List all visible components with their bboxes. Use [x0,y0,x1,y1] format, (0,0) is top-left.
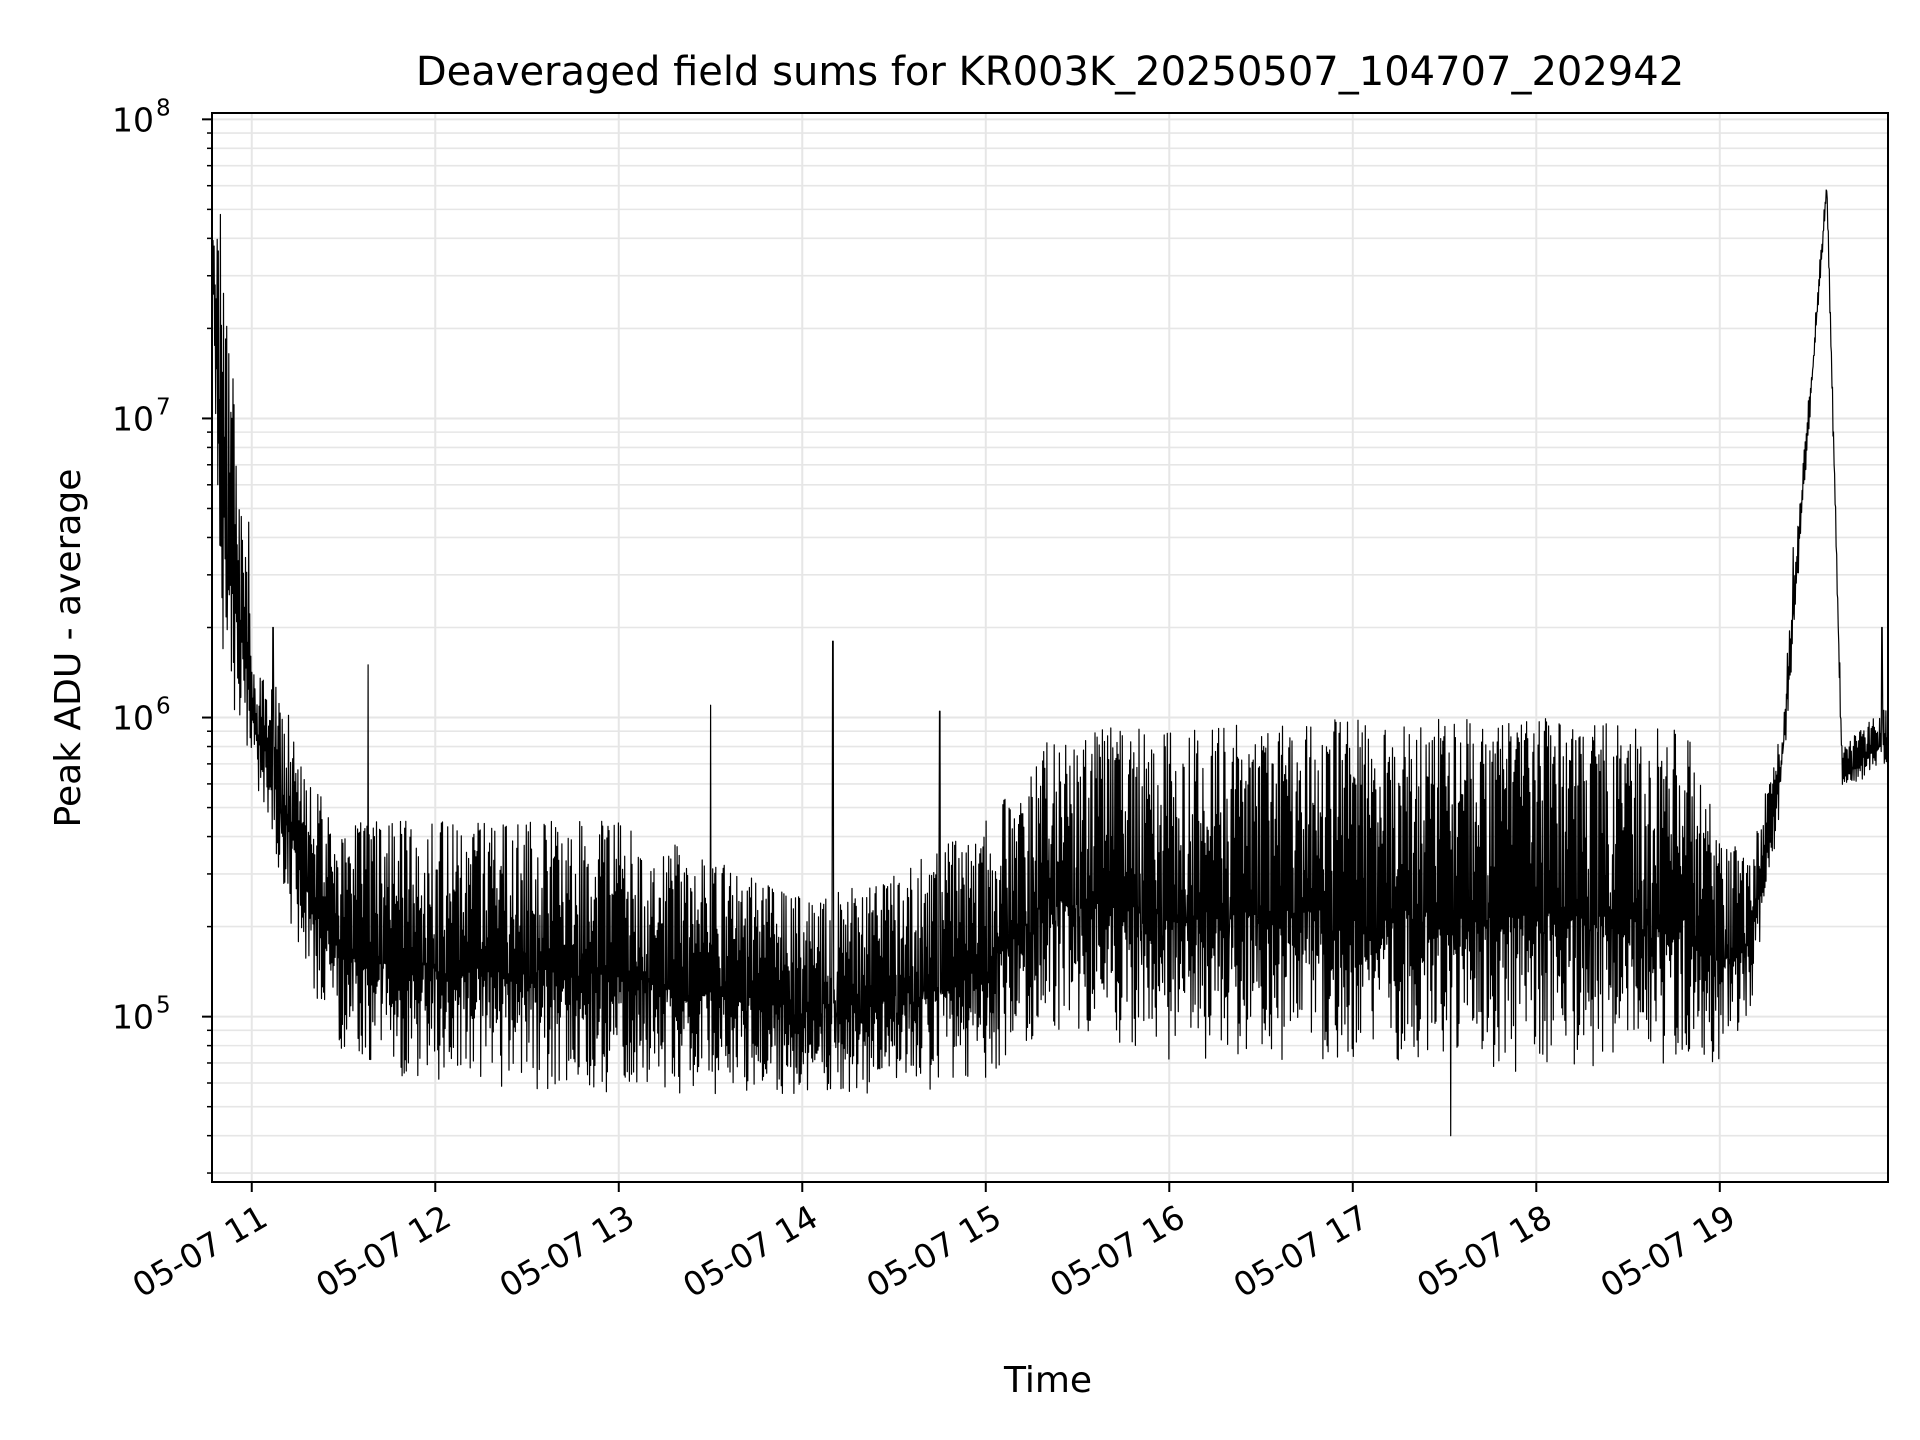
x-axis-label: Time [1003,1360,1092,1401]
y-tick-exponent: 7 [156,394,171,420]
y-axis-label: Peak ADU - average [48,469,89,828]
x-tick-label: 05-07 18 [1410,1197,1558,1305]
x-tick-label: 05-07 11 [126,1197,274,1305]
x-tick-label: 05-07 19 [1594,1197,1742,1305]
y-tick-label: 10 [112,998,154,1037]
x-tick-label: 05-07 16 [1043,1197,1191,1305]
x-axis-ticks: 05-07 11 05-07 12 05-07 13 05-07 14 05-07 15… [126,1182,1742,1305]
y-tick-exponent: 5 [156,993,171,1019]
series-layer [211,189,1889,1137]
grid [212,113,1888,1182]
chart-title: Deaveraged field sums for KR003K_2025050… [416,49,1684,95]
x-tick-label: 05-07 17 [1227,1197,1375,1305]
x-tick-label: 05-07 13 [493,1197,641,1305]
y-tick-label: 10 [112,100,154,139]
y-tick-exponent: 6 [156,694,171,720]
series-line [211,189,1889,1137]
y-tick-label: 10 [112,399,154,438]
plot-frame [211,112,1889,1183]
x-tick-label: 05-07 15 [860,1197,1008,1305]
y-tick-label: 10 [112,699,154,738]
y-tick-exponent: 8 [156,95,171,121]
x-tick-label: 05-07 12 [309,1197,457,1305]
x-tick-label: 05-07 14 [676,1197,824,1305]
